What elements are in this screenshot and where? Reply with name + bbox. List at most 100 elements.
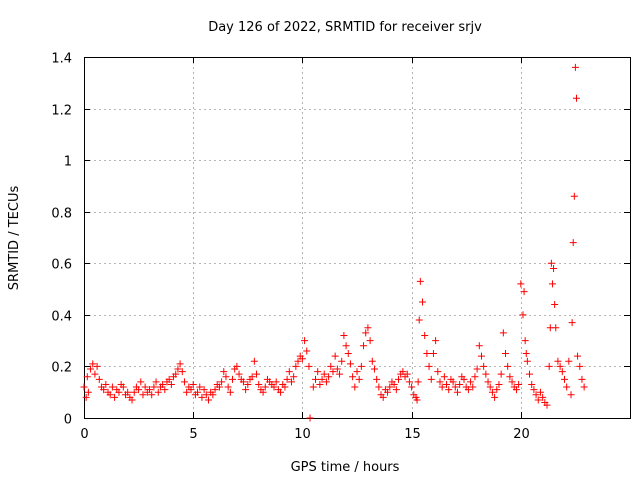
data-point [325, 373, 333, 381]
data-point [309, 383, 317, 391]
data-point [386, 383, 394, 391]
data-point [106, 391, 114, 399]
data-point [301, 337, 309, 345]
data-point [451, 383, 459, 391]
data-point [87, 365, 95, 373]
data-point [209, 391, 217, 399]
data-point [338, 357, 346, 365]
data-point [517, 280, 525, 288]
y-tick-label: 1.2 [51, 104, 72, 119]
data-point [473, 365, 481, 373]
x-tick-label: 15 [404, 427, 421, 442]
data-point [368, 357, 376, 365]
data-point [453, 388, 461, 396]
data-point [283, 375, 291, 383]
data-point [415, 316, 423, 324]
data-point [281, 383, 289, 391]
data-point [159, 380, 167, 388]
data-point [150, 383, 158, 391]
data-point [413, 396, 421, 404]
data-point [570, 192, 578, 200]
data-point [351, 383, 359, 391]
data-point [362, 329, 370, 337]
data-point [436, 378, 444, 386]
data-point [471, 373, 479, 381]
axis-ticks [84, 57, 630, 419]
data-point [357, 362, 365, 370]
data-point [83, 373, 91, 381]
data-point [135, 386, 143, 394]
data-point [543, 401, 551, 409]
data-point [292, 362, 300, 370]
data-point [434, 368, 442, 376]
data-point [119, 383, 127, 391]
data-point [526, 370, 534, 378]
data-point [224, 383, 232, 391]
data-point [318, 375, 326, 383]
data-point [161, 386, 169, 394]
data-points [80, 63, 588, 422]
data-point [520, 288, 528, 296]
data-point [551, 301, 559, 309]
data-point [515, 380, 523, 388]
data-point [408, 383, 416, 391]
data-point [298, 355, 306, 363]
data-point [550, 264, 558, 272]
data-point [456, 380, 464, 388]
data-point [545, 362, 553, 370]
data-point [272, 378, 280, 386]
data-point [572, 94, 580, 102]
data-point [82, 393, 90, 401]
data-point [183, 388, 191, 396]
data-point [532, 391, 540, 399]
data-point [320, 370, 328, 378]
data-point [93, 362, 101, 370]
data-point [445, 386, 453, 394]
data-point [370, 365, 378, 373]
data-point [558, 368, 566, 376]
data-point [353, 368, 361, 376]
data-point [467, 378, 475, 386]
data-point [80, 383, 88, 391]
data-point [189, 380, 197, 388]
data-point [530, 386, 538, 394]
data-point [141, 383, 149, 391]
data-point [552, 324, 560, 332]
data-point [384, 388, 392, 396]
data-point [172, 370, 180, 378]
data-point [486, 383, 494, 391]
y-tick-label: 0 [64, 413, 72, 428]
data-point [366, 337, 374, 345]
data-point [198, 393, 206, 401]
data-point [502, 350, 510, 358]
data-point [250, 357, 258, 365]
data-point [202, 391, 210, 399]
data-point [115, 388, 123, 396]
data-point [491, 393, 499, 401]
data-point [548, 280, 556, 288]
data-point [568, 319, 576, 327]
data-point [567, 391, 575, 399]
data-point [259, 388, 267, 396]
data-point [287, 378, 295, 386]
data-point [84, 388, 92, 396]
data-point [569, 239, 577, 247]
data-point [235, 370, 243, 378]
x-tick-label: 20 [513, 427, 530, 442]
data-point [100, 386, 108, 394]
data-point [333, 365, 341, 373]
data-point [226, 388, 234, 396]
data-point [373, 375, 381, 383]
data-point [229, 375, 237, 383]
data-point [130, 388, 138, 396]
data-point [506, 373, 514, 381]
data-point [536, 388, 544, 396]
data-point [349, 373, 357, 381]
data-point [421, 331, 429, 339]
data-point [89, 360, 97, 368]
data-point [244, 380, 252, 388]
data-point [560, 375, 568, 383]
data-point [187, 386, 195, 394]
data-point [521, 337, 529, 345]
data-point [563, 383, 571, 391]
